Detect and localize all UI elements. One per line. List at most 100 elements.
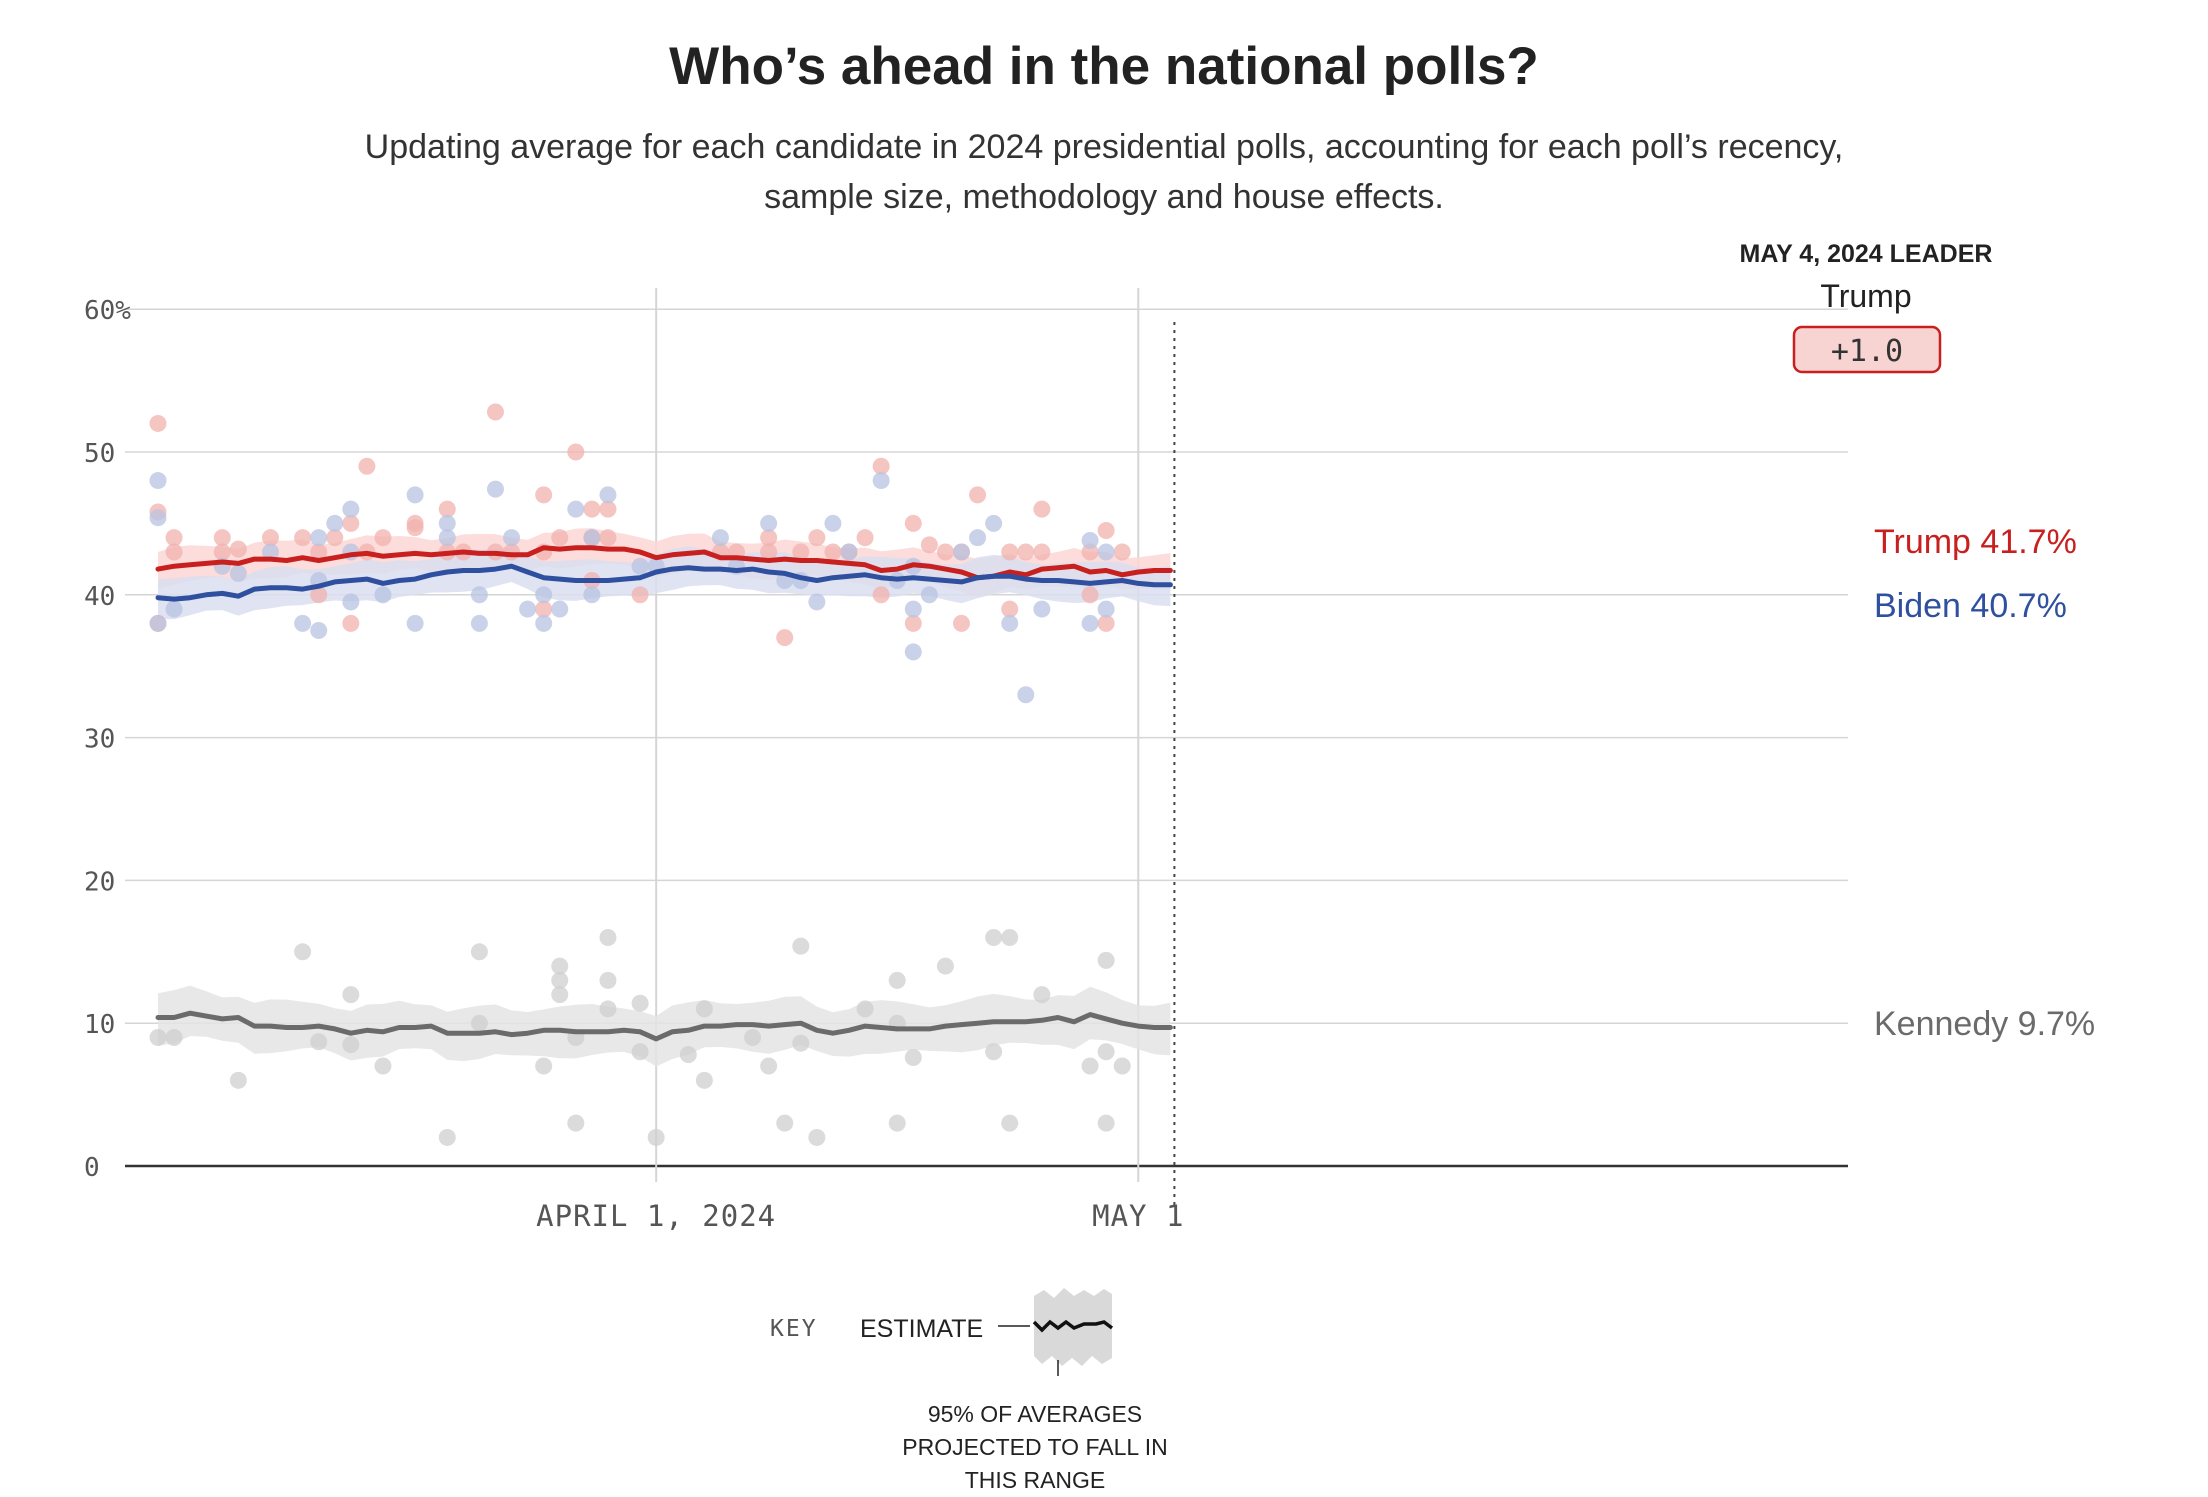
poll-dot-biden (438, 529, 456, 547)
poll-dot-trump (856, 529, 874, 547)
poll-dot-kennedy (165, 1028, 183, 1046)
poll-dot-trump (1017, 543, 1035, 561)
poll-dots (149, 403, 1131, 1146)
labels: 60% 50 40 30 20 10 0 APRIL 1, 2024 MAY 1 Trump 41… (84, 296, 2095, 1233)
poll-dot-biden (374, 586, 392, 604)
poll-dot-biden (840, 543, 858, 561)
average-lines (155, 545, 1173, 1042)
poll-dot-biden (824, 514, 842, 532)
poll-dot-kennedy (647, 1128, 665, 1146)
poll-dot-trump (213, 529, 231, 547)
poll-dot-kennedy (856, 1000, 874, 1018)
poll-dot-kennedy (631, 994, 649, 1012)
poll-dot-kennedy (695, 1071, 713, 1089)
poll-dot-trump (294, 529, 312, 547)
leader-name: Trump (1820, 278, 1911, 314)
poll-dot-kennedy (985, 1043, 1003, 1061)
poll-dot-kennedy (631, 1043, 649, 1061)
poll-dot-kennedy (1097, 1114, 1115, 1132)
poll-dot-biden (1097, 543, 1115, 561)
poll-dot-trump (824, 543, 842, 561)
poll-dot-trump (1097, 522, 1115, 540)
poll-dot-trump (1001, 543, 1019, 561)
poll-dot-kennedy (149, 1028, 167, 1046)
chart-subtitle: Updating average for each candidate in 2… (254, 122, 1954, 222)
poll-dot-kennedy (808, 1128, 826, 1146)
leader-heading: MAY 4, 2024 LEADER (1740, 240, 1993, 268)
poll-dot-trump (1097, 614, 1115, 632)
poll-dot-biden (342, 500, 360, 518)
poll-dot-trump (438, 500, 456, 518)
poll-dot-kennedy (551, 957, 569, 975)
chart-title: Who’s ahead in the national polls? (669, 37, 1539, 96)
poll-dot-trump (872, 457, 890, 475)
y-tick-label: 40 (84, 582, 115, 612)
poll-dot-kennedy (551, 986, 569, 1004)
poll-dot-trump (342, 514, 360, 532)
poll-dot-biden (486, 480, 504, 498)
poll-dot-biden (551, 600, 569, 618)
poll-dot-biden (310, 529, 328, 547)
poll-dot-kennedy (695, 1000, 713, 1018)
poll-dot-biden (1081, 532, 1099, 550)
poll-dot-biden (711, 529, 729, 547)
poll-dot-biden (406, 486, 424, 504)
poll-dot-kennedy (679, 1046, 697, 1064)
poll-dot-biden (872, 472, 890, 490)
poll-dot-trump (165, 543, 183, 561)
poll-dot-kennedy (936, 957, 954, 975)
poll-dot-biden (535, 586, 553, 604)
poll-dot-kennedy (744, 1028, 762, 1046)
poll-dot-kennedy (342, 1036, 360, 1054)
y-tick-label: 50 (84, 439, 115, 469)
poll-dot-kennedy (792, 937, 810, 955)
poll-dot-trump (165, 529, 183, 547)
poll-dot-kennedy (904, 1048, 922, 1066)
poll-dot-kennedy (776, 1114, 794, 1132)
poll-dot-trump (599, 529, 617, 547)
poll-dot-trump (342, 614, 360, 632)
poll-dot-biden (599, 486, 617, 504)
poll-dot-biden (519, 600, 537, 618)
key-range-note: 95% OF AVERAGES PROJECTED TO FALL IN THI… (902, 1401, 1168, 1493)
poll-dot-biden (760, 514, 778, 532)
y-tick-label: 10 (84, 1010, 115, 1040)
poll-dot-trump (213, 543, 231, 561)
poll-dot-biden (1097, 600, 1115, 618)
poll-dot-biden (294, 614, 312, 632)
key-label: KEY (770, 1316, 818, 1342)
poll-dot-trump (261, 529, 279, 547)
poll-dot-trump (1033, 500, 1051, 518)
poll-dot-kennedy (229, 1071, 247, 1089)
poll-dot-trump (920, 536, 938, 554)
end-label-biden: Biden 40.7% (1874, 587, 2067, 625)
poll-dot-trump (406, 519, 424, 537)
poll-dot-kennedy (551, 971, 569, 989)
poll-dot-kennedy (599, 929, 617, 947)
poll-dot-trump (776, 629, 794, 647)
poll-dot-kennedy (1001, 1114, 1019, 1132)
poll-dot-biden (1017, 686, 1035, 704)
poll-dot-biden (583, 586, 601, 604)
poll-dot-biden (470, 586, 488, 604)
poll-dot-trump (760, 543, 778, 561)
poll-dot-kennedy (567, 1114, 585, 1132)
poll-dot-biden (470, 614, 488, 632)
poll-dot-trump (936, 543, 954, 561)
poll-dot-trump (583, 500, 601, 518)
poll-dot-biden (567, 500, 585, 518)
x-tick-label: APRIL 1, 2024 (536, 1199, 776, 1233)
subtitle-line-2: sample size, methodology and house effec… (764, 178, 1444, 216)
key-glyph (998, 1288, 1114, 1376)
poll-dot-biden (904, 600, 922, 618)
poll-dot-trump (149, 414, 167, 432)
poll-dot-biden (149, 614, 167, 632)
poll-dot-trump (358, 457, 376, 475)
poll-dot-trump (229, 540, 247, 558)
poll-dot-trump (1113, 543, 1131, 561)
poll-dot-kennedy (1097, 1043, 1115, 1061)
poll-dot-trump (904, 514, 922, 532)
poll-dot-trump (904, 614, 922, 632)
poll-dot-trump (310, 543, 328, 561)
poll-dot-trump (1033, 543, 1051, 561)
